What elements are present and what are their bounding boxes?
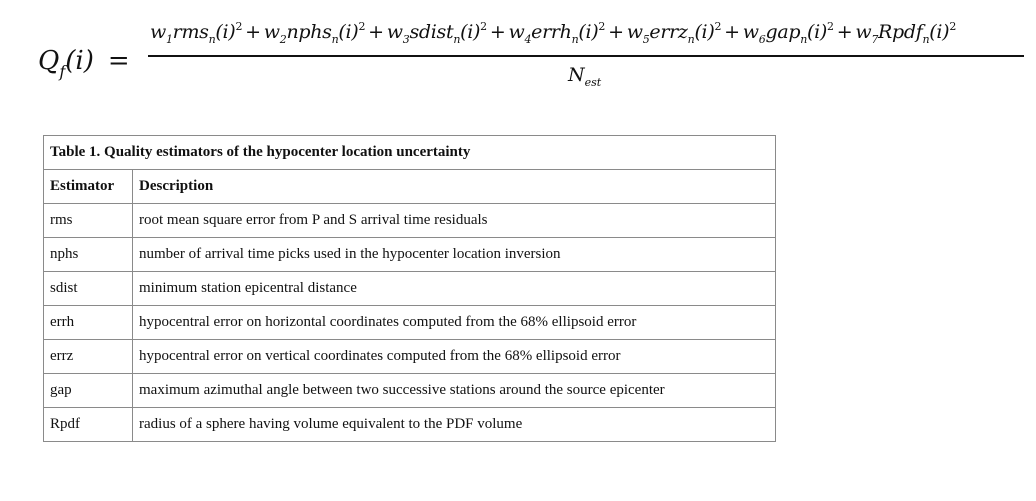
estimator-subscript: n <box>208 33 216 46</box>
formula-term: w5errzn(i)2 <box>626 20 722 46</box>
weight-symbol: w <box>626 21 643 43</box>
term-argument: (i) <box>807 21 828 43</box>
plus-sign: + <box>608 21 624 43</box>
table-row: nphs number of arrival time picks used in… <box>43 237 776 272</box>
formula-lhs-argument: (i) <box>65 46 94 76</box>
formula-term: w1rmsn(i)2 <box>150 20 242 46</box>
estimator-subscript: n <box>800 33 808 46</box>
table-row: gap maximum azimuthal angle between two s… <box>43 373 776 408</box>
description-cell: root mean square error from P and S arri… <box>132 203 776 238</box>
weight-subscript: 7 <box>871 33 879 46</box>
formula-lhs-symbol: Q <box>38 46 60 76</box>
estimator-cell: errz <box>43 339 133 374</box>
estimator-subscript: n <box>453 33 461 46</box>
estimator-subscript: n <box>331 33 339 46</box>
formula-lhs-subscript: f <box>59 62 66 81</box>
formula-denominator: Nest <box>568 64 601 89</box>
formula-equals-sign: = <box>107 46 130 76</box>
table-header-row: Estimator Description <box>43 169 776 204</box>
weight-subscript: 1 <box>165 33 173 46</box>
term-exponent: 2 <box>480 20 487 33</box>
description-cell: radius of a sphere having volume equival… <box>132 407 776 442</box>
description-cell: maximum azimuthal angle between two succ… <box>132 373 776 408</box>
table-caption: Table 1. Quality estimators of the hypoc… <box>43 135 776 170</box>
estimator-name: Rpdf <box>878 21 923 43</box>
plus-sign: + <box>724 21 740 43</box>
estimator-subscript: n <box>571 33 579 46</box>
estimator-cell: Rpdf <box>43 407 133 442</box>
estimator-subscript: n <box>922 33 930 46</box>
weight-symbol: w <box>263 21 280 43</box>
formula-numerator: w1rmsn(i)2 + w2nphsn(i)2 + w3sdistn(i)2 + w4er… <box>150 20 956 46</box>
table-row: errz hypocentral error on vertical coordi… <box>43 339 776 374</box>
table-row: Rpdf radius of a sphere having volume equ… <box>43 407 776 442</box>
term-exponent: 2 <box>598 20 606 33</box>
header-estimator: Estimator <box>43 169 133 204</box>
weight-subscript: 5 <box>642 33 650 46</box>
term-argument: (i) <box>215 21 236 43</box>
formula-term: w4errhn(i)2 <box>508 20 605 46</box>
weight-symbol: w <box>742 21 759 43</box>
formula-term: w6gapn(i)2 <box>743 20 834 46</box>
estimator-name: rms <box>172 21 209 43</box>
description-cell: minimum station epicentral distance <box>132 271 776 306</box>
estimator-cell: gap <box>43 373 133 408</box>
estimator-name: errz <box>649 21 688 43</box>
formula-lhs: Qf(i) = <box>38 46 130 81</box>
fraction-bar <box>148 55 1024 57</box>
table-caption-row: Table 1. Quality estimators of the hypoc… <box>43 135 776 170</box>
table-row: sdist minimum station epicentral distance <box>43 271 776 306</box>
term-exponent: 2 <box>827 20 834 33</box>
weight-subscript: 2 <box>279 33 287 46</box>
term-exponent: 2 <box>714 20 722 33</box>
header-description: Description <box>132 169 776 204</box>
estimator-name: nphs <box>286 21 332 43</box>
weight-subscript: 4 <box>524 33 532 46</box>
formula-term: w3sdistn(i)2 <box>387 20 487 46</box>
weight-subscript: 3 <box>402 33 410 46</box>
table-row: errh hypocentral error on horizontal coor… <box>43 305 776 340</box>
term-argument: (i) <box>338 21 359 43</box>
weight-symbol: w <box>386 21 403 43</box>
estimator-cell: rms <box>43 203 133 238</box>
estimator-subscript: n <box>687 33 695 46</box>
estimator-name: sdist <box>409 21 454 43</box>
term-exponent: 2 <box>949 20 957 33</box>
estimator-name: errh <box>531 21 572 43</box>
weight-symbol: w <box>508 21 525 43</box>
estimator-cell: errh <box>43 305 133 340</box>
plus-sign: + <box>836 21 853 43</box>
weight-symbol: w <box>855 21 872 43</box>
term-argument: (i) <box>578 21 599 43</box>
plus-sign: + <box>489 21 506 43</box>
estimator-cell: sdist <box>43 271 133 306</box>
estimator-cell: nphs <box>43 237 133 272</box>
description-cell: number of arrival time picks used in the… <box>132 237 776 272</box>
estimator-name: gap <box>765 21 801 43</box>
term-exponent: 2 <box>235 20 243 33</box>
table-body: rms root mean square error from P and S a… <box>43 203 776 442</box>
table-row: rms root mean square error from P and S a… <box>43 203 776 238</box>
term-exponent: 2 <box>358 20 366 33</box>
denominator-subscript: est <box>584 76 602 89</box>
formula-term: w2nphsn(i)2 <box>263 20 366 46</box>
denominator-symbol: N <box>568 64 585 86</box>
plus-sign: + <box>245 21 261 43</box>
formula-term: w7Rpdfn(i)2 <box>855 20 956 46</box>
term-argument: (i) <box>694 21 715 43</box>
estimators-table: Table 1. Quality estimators of the hypoc… <box>43 135 776 442</box>
plus-sign: + <box>368 21 384 43</box>
quality-formula: Qf(i) = w1rmsn(i)2 + w2nphsn(i)2 + w3sdistn(i… <box>0 0 1036 110</box>
term-argument: (i) <box>929 21 950 43</box>
description-cell: hypocentral error on horizontal coordina… <box>132 305 776 340</box>
term-argument: (i) <box>460 21 481 43</box>
description-cell: hypocentral error on vertical coordinate… <box>132 339 776 374</box>
weight-subscript: 6 <box>758 33 766 46</box>
weight-symbol: w <box>150 21 166 43</box>
